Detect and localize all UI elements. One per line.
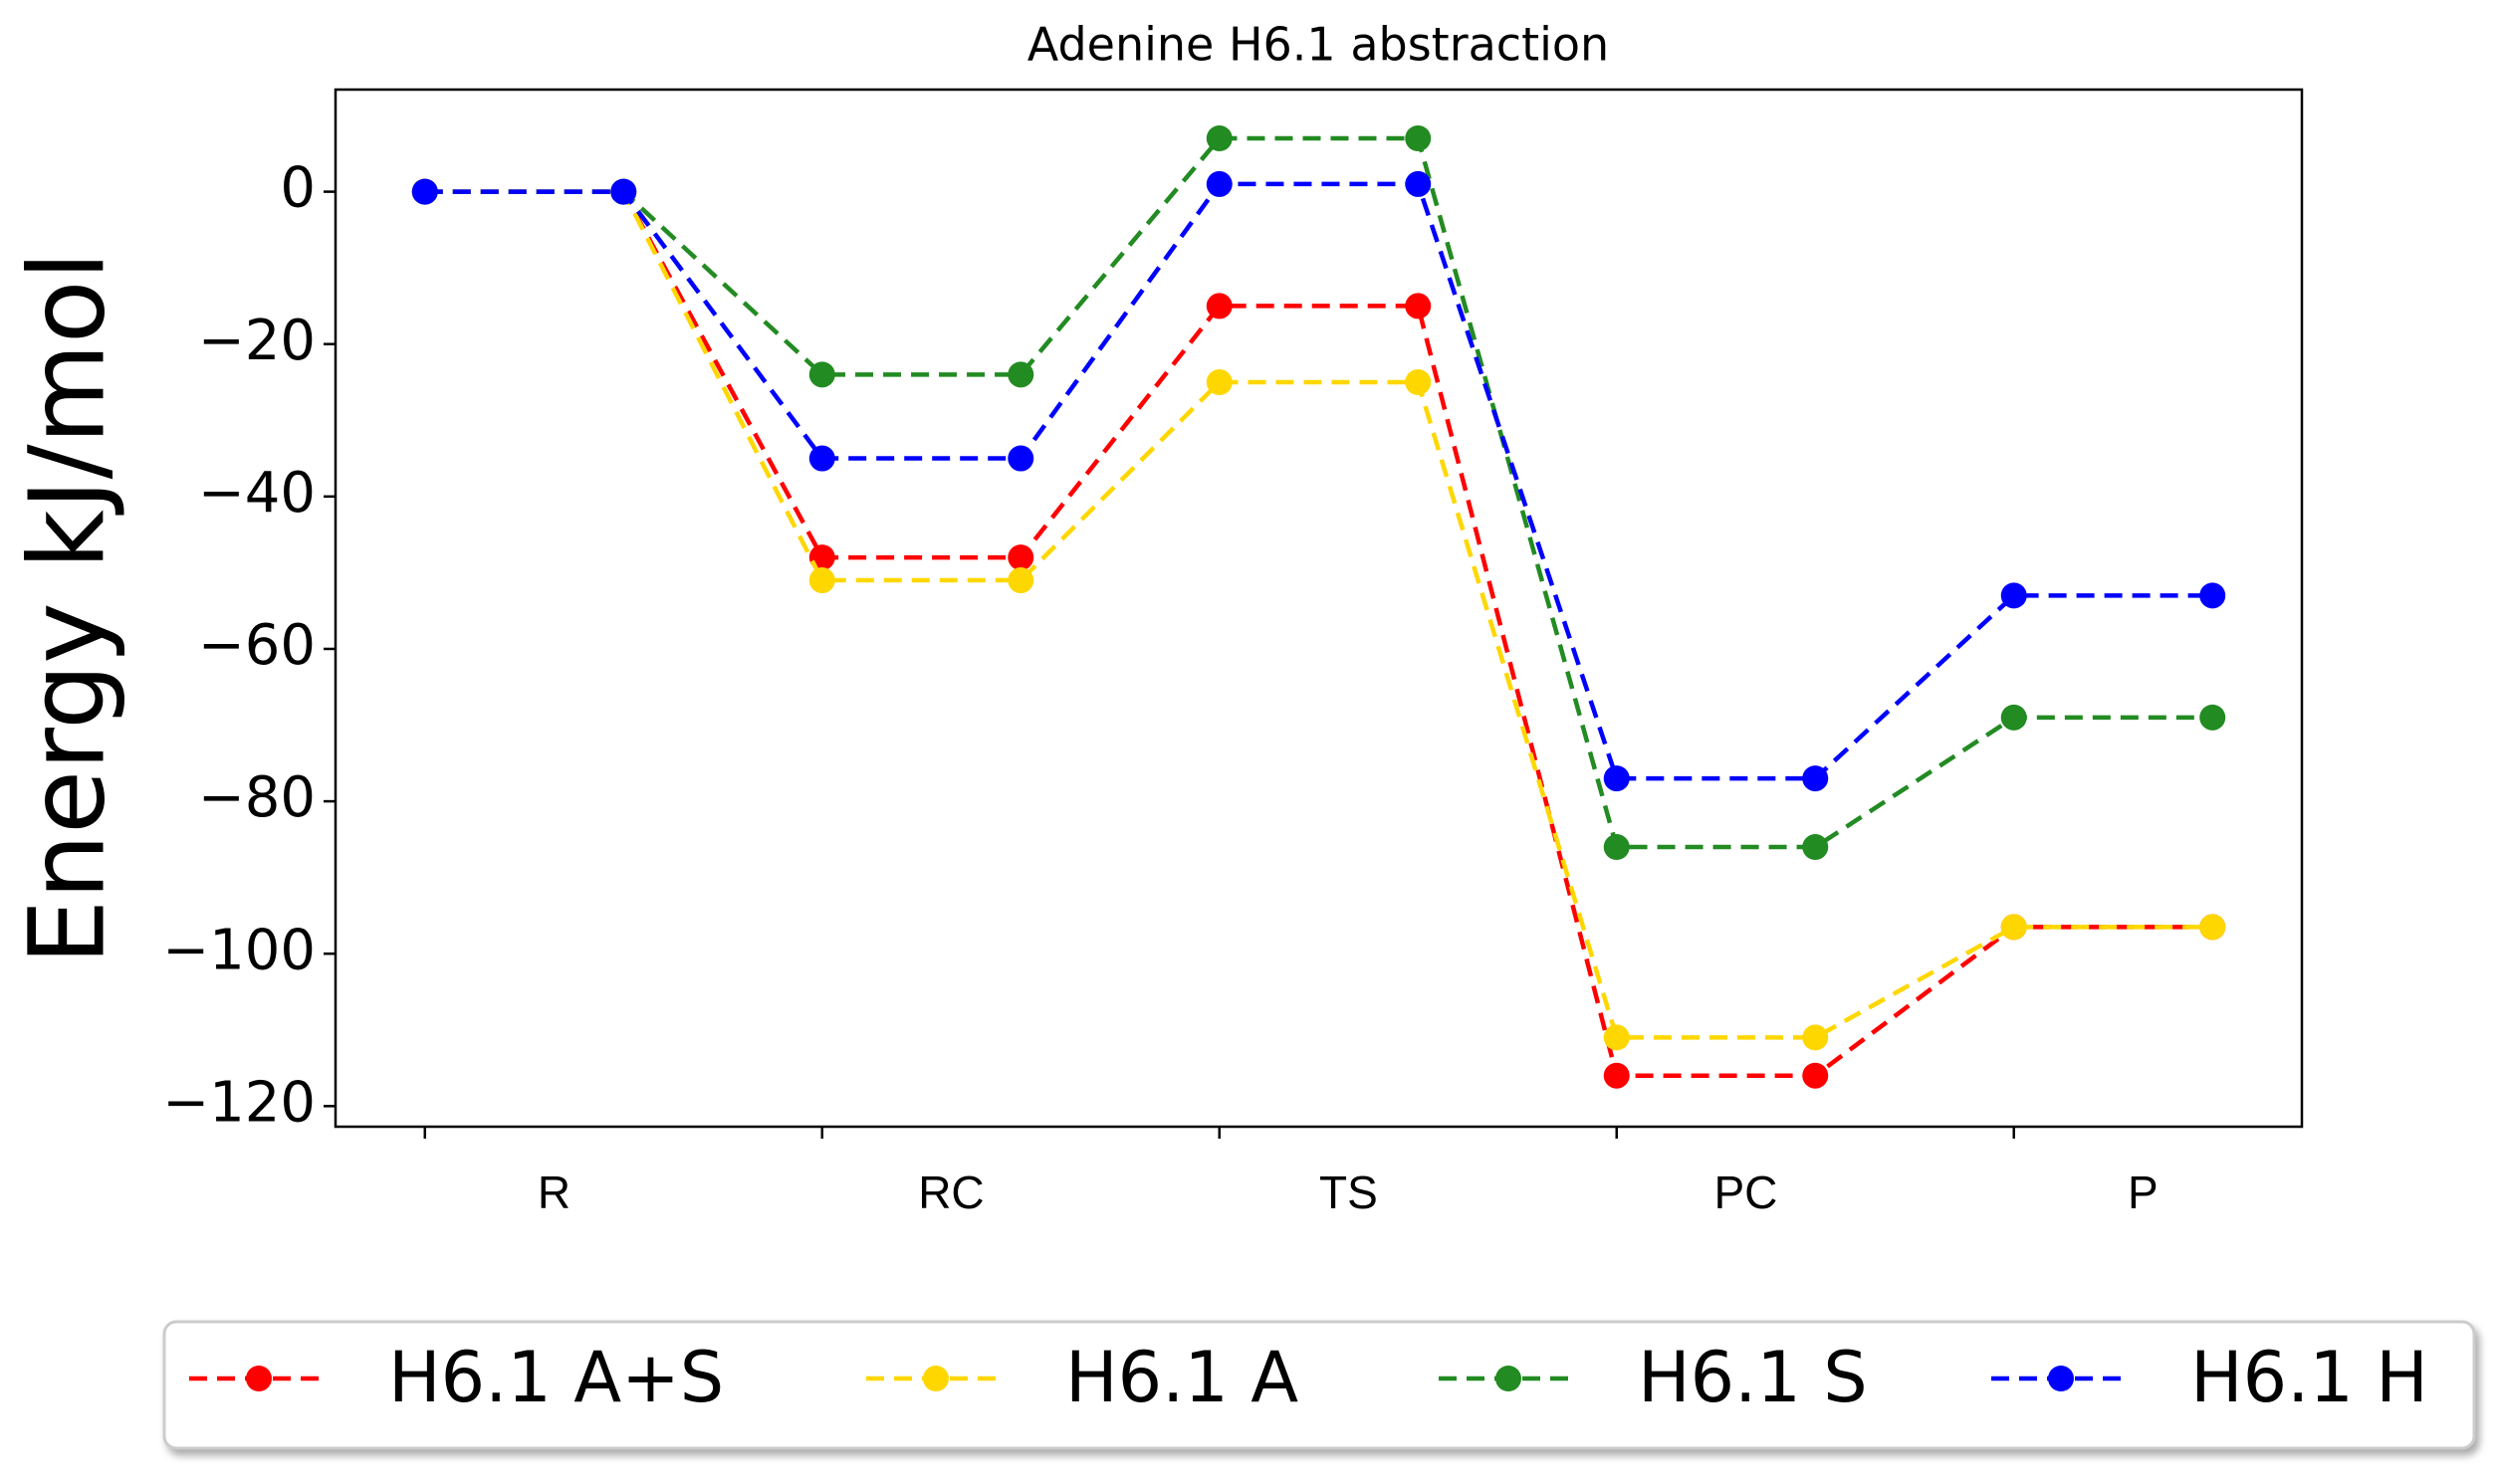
data-point [2199,582,2226,609]
legend-marker [923,1366,949,1391]
data-point [2000,704,2027,731]
data-point [1802,1062,1829,1089]
data-point [1405,293,1432,319]
x-tick-label: PC [1713,1166,1777,1218]
plot-frame [334,88,2304,1129]
legend-label: H6.1 S [1638,1337,1868,1418]
legend-label: H6.1 A [1065,1337,1298,1418]
chart-title: Adenine H6.1 abstraction [1027,18,1609,72]
data-point [1008,445,1034,472]
data-point [808,567,835,594]
data-point [1405,368,1432,395]
data-point [2000,914,2027,941]
data-point [1603,765,1630,792]
y-tick-label: −120 [162,1070,316,1135]
data-point [808,445,835,472]
data-point [1603,1024,1630,1051]
series-line [424,189,2213,1040]
y-tick-label: 0 [280,156,316,221]
y-tick-label: −60 [198,613,316,678]
data-point [1206,368,1233,395]
y-tick-label: −80 [198,765,316,830]
legend-marker [1495,1366,1521,1391]
x-tick-label: P [2128,1166,2159,1218]
data-point [1206,170,1233,197]
data-point [1206,293,1233,319]
legend-marker [246,1366,272,1391]
y-tick-label: −100 [162,918,316,982]
series-line [424,135,2213,850]
data-point [1603,834,1630,861]
data-point [808,361,835,388]
x-tick-label: TS [1319,1166,1378,1218]
legend-box [162,1320,2476,1450]
data-point [1008,361,1034,388]
legend-marker [2048,1366,2074,1391]
data-point [1802,1024,1829,1051]
legend-label: H6.1 A+S [388,1337,724,1418]
data-point [1802,834,1829,861]
data-point [1405,170,1432,197]
y-tick-label: −40 [198,461,316,526]
x-tick-label: R [538,1166,570,1218]
data-point [1405,124,1432,151]
data-point [2199,914,2226,941]
data-point [1802,765,1829,792]
series-line [424,189,2213,1078]
y-axis-label: Energy kJ/mol [6,252,127,965]
data-point [1603,1062,1630,1089]
data-point [2000,582,2027,609]
legend-label: H6.1 H [2190,1337,2428,1418]
data-point [2199,704,2226,731]
data-point [610,178,637,205]
x-tick-label: RC [918,1166,984,1218]
data-point [1008,544,1034,571]
data-point [1206,124,1233,151]
y-tick-label: −20 [198,309,316,373]
data-point [1008,567,1034,594]
data-point [411,178,438,205]
series-line [424,181,2213,781]
